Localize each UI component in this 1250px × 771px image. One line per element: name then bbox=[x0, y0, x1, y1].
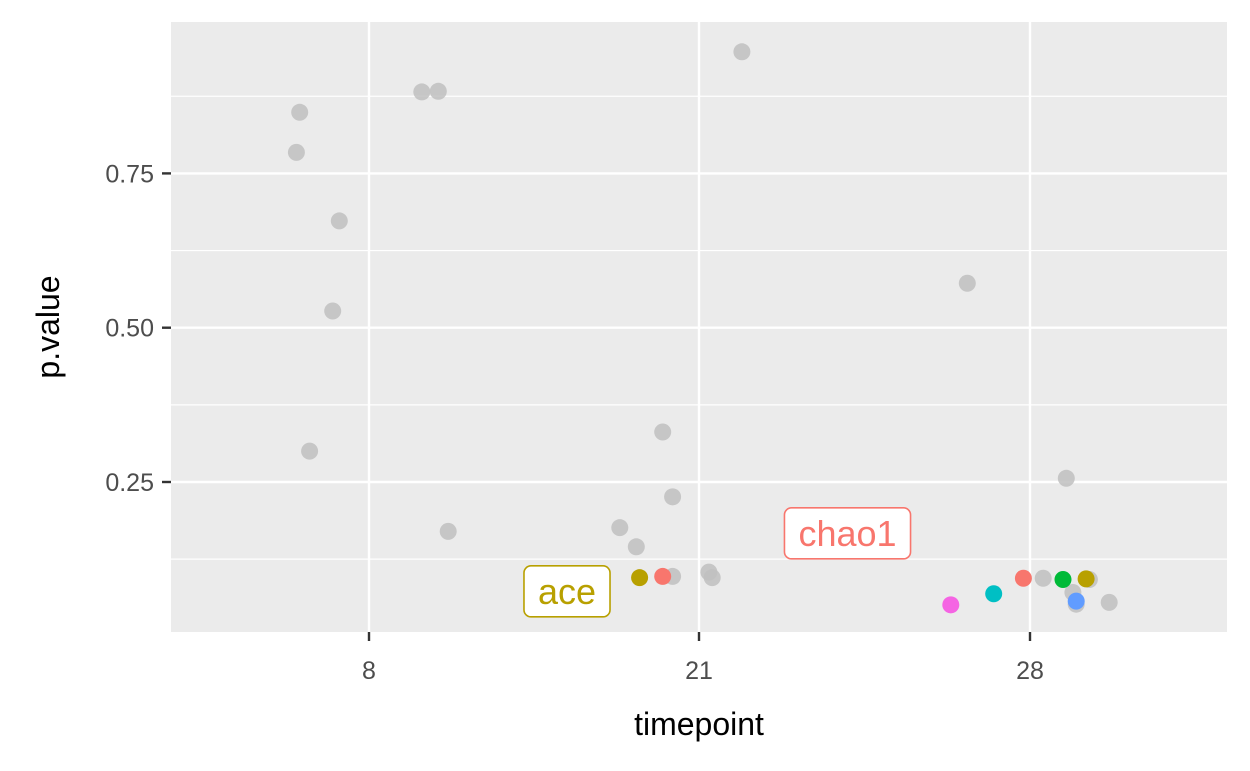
y-tick-label: 0.50 bbox=[105, 315, 154, 343]
data-point-muted bbox=[958, 274, 976, 292]
data-point-muted bbox=[429, 82, 447, 100]
data-point-muted bbox=[291, 103, 309, 121]
data-point-muted bbox=[611, 519, 629, 537]
data-point-highlight bbox=[654, 567, 672, 585]
label-text: ace bbox=[538, 571, 596, 612]
data-point-muted bbox=[1034, 569, 1052, 587]
major-gridlines bbox=[171, 22, 1227, 632]
data-point-muted bbox=[1057, 469, 1075, 487]
data-point-muted bbox=[1100, 593, 1118, 611]
data-point-muted bbox=[664, 488, 682, 506]
point-label: ace bbox=[523, 565, 611, 618]
data-point-highlight bbox=[985, 585, 1003, 603]
data-point-highlight bbox=[1067, 592, 1085, 610]
point-labels: ace chao1 bbox=[523, 507, 912, 618]
data-point-highlight bbox=[1014, 569, 1032, 587]
data-point-muted bbox=[654, 423, 672, 441]
data-point-muted bbox=[330, 212, 348, 230]
highlight-points bbox=[631, 567, 1095, 614]
data-point-muted bbox=[413, 83, 431, 101]
x-axis: 8 21 28 bbox=[362, 632, 1044, 685]
y-axis: 0.25 0.50 0.75 bbox=[105, 160, 171, 497]
label-box bbox=[783, 507, 912, 560]
label-text: chao1 bbox=[798, 513, 896, 554]
y-tick-label: 0.25 bbox=[105, 469, 154, 497]
x-tick-label: 8 bbox=[362, 657, 376, 685]
data-point-muted bbox=[301, 442, 319, 460]
data-point-highlight bbox=[1054, 571, 1072, 589]
x-axis-title: timepoint bbox=[634, 706, 764, 742]
x-tick-label: 21 bbox=[685, 657, 713, 685]
data-point-muted bbox=[287, 143, 305, 161]
data-point-muted bbox=[733, 43, 751, 61]
data-point-muted bbox=[439, 522, 457, 540]
data-point-highlight bbox=[1077, 570, 1095, 588]
data-point-highlight bbox=[942, 596, 960, 614]
x-tick-label: 28 bbox=[1016, 657, 1044, 685]
point-label: chao1 bbox=[783, 507, 912, 560]
y-tick-label: 0.75 bbox=[105, 160, 154, 188]
data-point-muted bbox=[703, 569, 721, 587]
data-point-highlight bbox=[631, 569, 649, 587]
y-axis-title: p.value bbox=[30, 275, 66, 378]
data-point-muted bbox=[627, 538, 645, 556]
label-box bbox=[523, 565, 611, 618]
data-point-muted bbox=[324, 302, 342, 320]
